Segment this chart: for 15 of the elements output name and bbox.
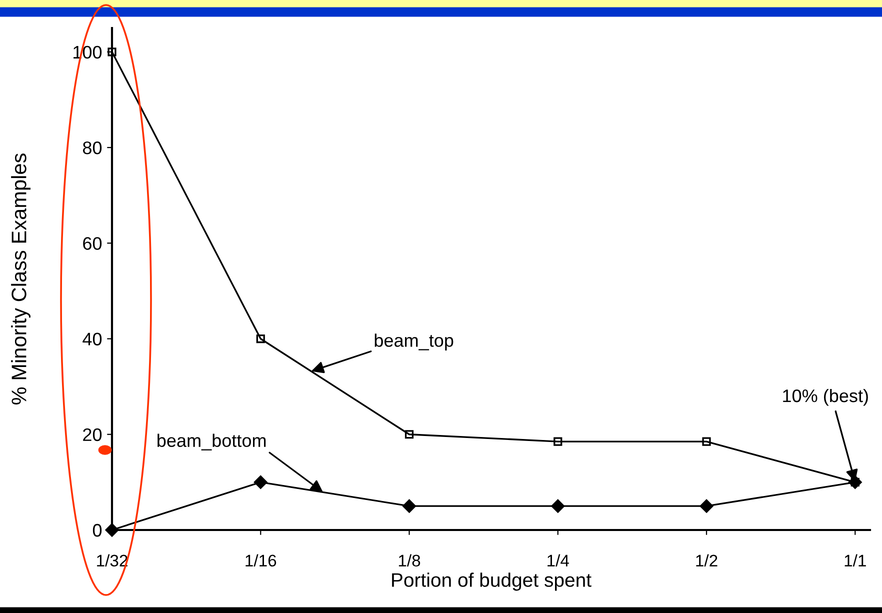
x-tick-label: 1/4 bbox=[548, 554, 569, 567]
y-tick-label: 20 bbox=[83, 428, 102, 442]
y-tick-label: 60 bbox=[83, 237, 102, 250]
x-tick-label: 1/1 bbox=[844, 554, 866, 567]
y-tick-label: 0 bbox=[92, 524, 102, 537]
y-axis-title: % Minority Class Examples bbox=[11, 154, 30, 404]
annotation: 10% (best) bbox=[783, 388, 868, 406]
x-tick-label: 1/8 bbox=[398, 554, 420, 567]
series-label: beam_bottom bbox=[158, 434, 266, 450]
x-tick-label: 1/16 bbox=[246, 554, 276, 567]
x-tick-label: 1/2 bbox=[696, 554, 718, 567]
y-tick-label: 80 bbox=[82, 141, 102, 154]
text: beam_top bbox=[374, 334, 454, 350]
x-axis-title: Portion of budget spent bbox=[392, 572, 592, 591]
y-tick-label: 40 bbox=[82, 332, 102, 346]
